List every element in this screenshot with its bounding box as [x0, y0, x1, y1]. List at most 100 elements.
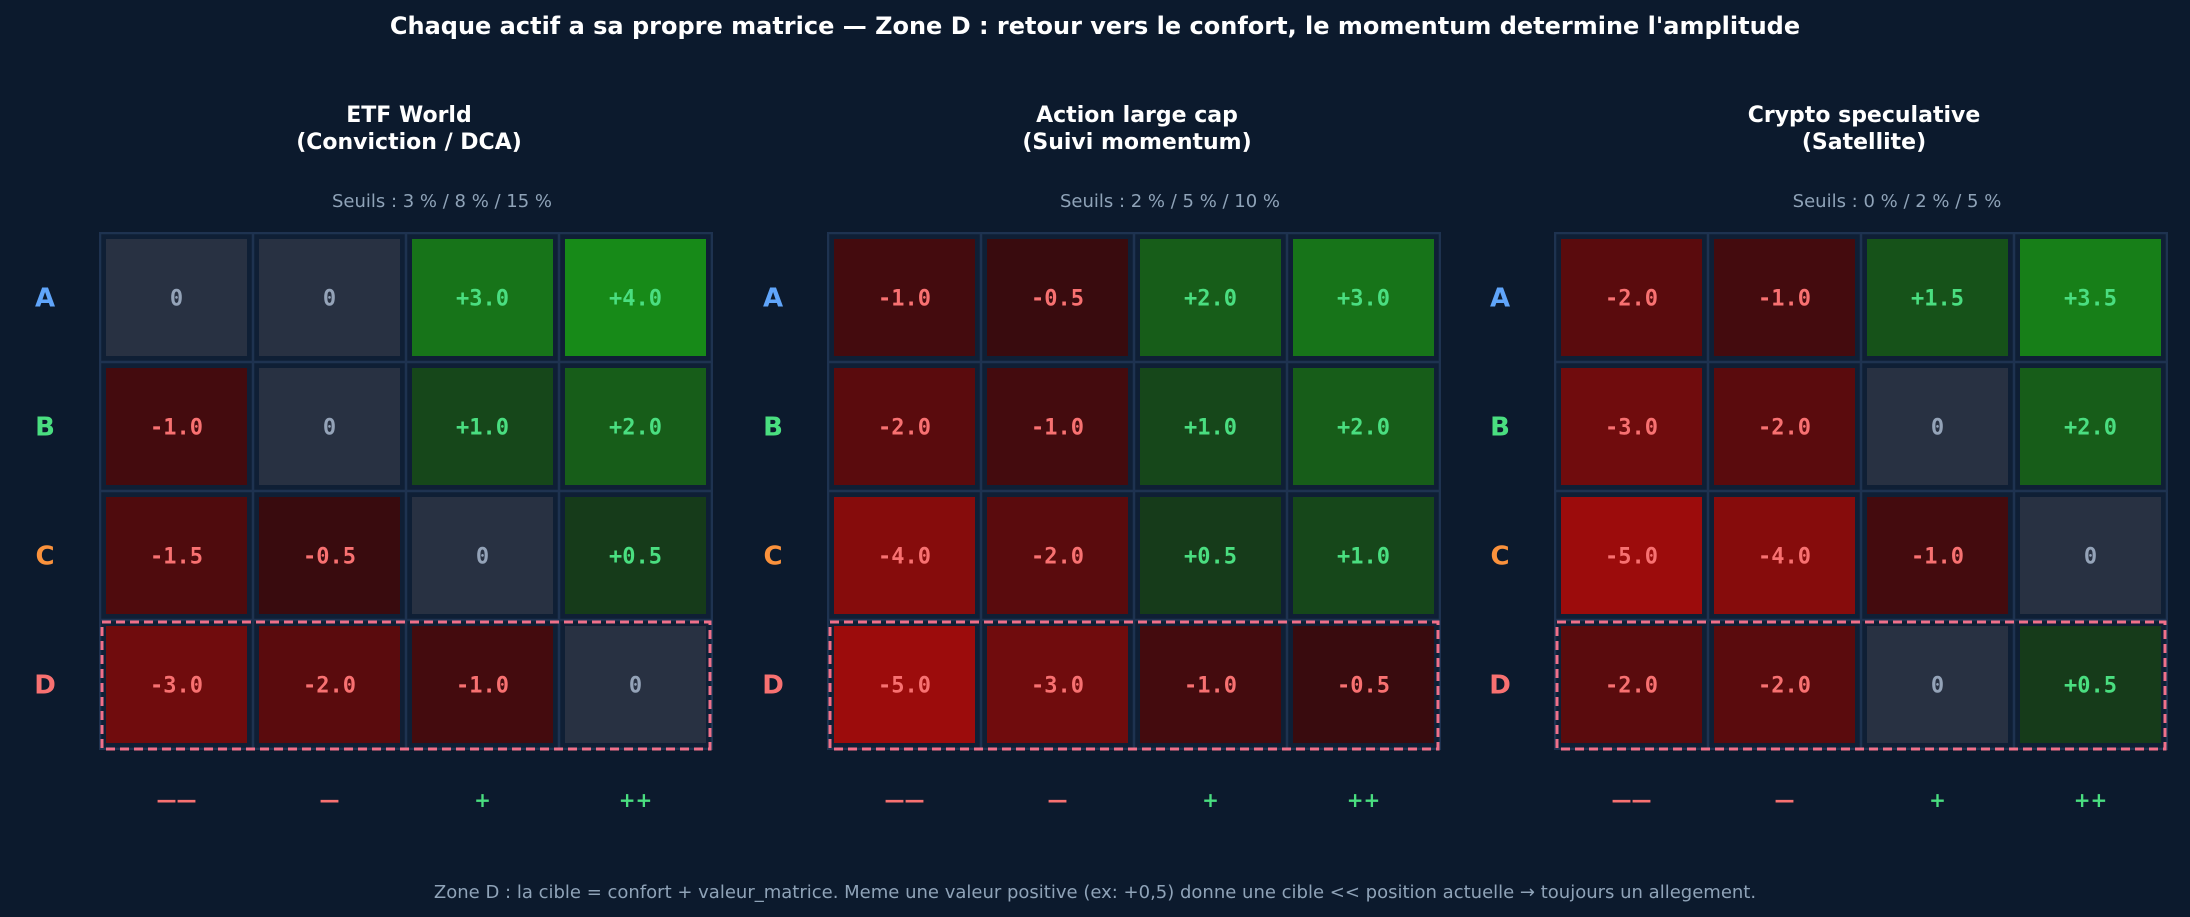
column-label: — — [1775, 788, 1795, 812]
panel-title: Crypto speculative — [1748, 103, 1981, 128]
zone-d-highlight — [100, 620, 712, 751]
cell-value-label: -1.0 — [1031, 416, 1084, 441]
cell-value-label: -2.0 — [303, 674, 356, 699]
cell-value-label: +1.0 — [1184, 416, 1237, 441]
heatmap-cell — [565, 497, 706, 614]
heatmap-cell — [1561, 368, 1702, 485]
cell-border — [99, 490, 254, 621]
heatmap-cell — [259, 497, 400, 614]
heatmap-cell — [1867, 497, 2008, 614]
cell-value-label: -5.0 — [878, 674, 931, 699]
heatmap-cell — [565, 368, 706, 485]
heatmap-cell — [1140, 368, 1281, 485]
cell-value-label: +3.0 — [1337, 287, 1390, 312]
cell-value-label: 0 — [476, 545, 489, 570]
cell-border — [252, 361, 407, 492]
row-label: B — [763, 413, 783, 443]
cell-value-label: +1.5 — [1911, 287, 1964, 312]
cell-value-label: 0 — [323, 416, 336, 441]
heatmap-cell — [834, 497, 975, 614]
row-label: D — [762, 671, 784, 701]
cell-value-label: 0 — [629, 674, 642, 699]
heatmap-cell — [1561, 239, 1702, 356]
cell-border — [2013, 361, 2168, 492]
heatmap-cell — [834, 239, 975, 356]
cell-value-label: 0 — [2084, 545, 2097, 570]
row-label: A — [763, 284, 783, 314]
heatmap-cell — [834, 626, 975, 743]
row-label: B — [35, 413, 55, 443]
cell-value-label: +1.0 — [1337, 545, 1390, 570]
cell-value-label: 0 — [1931, 674, 1944, 699]
cell-value-label: +2.0 — [1337, 416, 1390, 441]
heatmap-cell — [1714, 368, 1855, 485]
cell-border — [1554, 490, 1709, 621]
cell-border — [1133, 232, 1288, 363]
cell-border — [252, 232, 407, 363]
heatmap-panel-3: Crypto speculative(Satellite) Seuils : 0 … — [1489, 103, 2168, 812]
cell-border — [1860, 361, 2015, 492]
cell-border — [252, 490, 407, 621]
heatmap-cell — [412, 239, 553, 356]
panel-thresholds: Seuils : 2 % / 5 % / 10 % — [1060, 191, 1280, 212]
cell-value-label: +0.5 — [2064, 674, 2117, 699]
cell-value-label: -1.0 — [1184, 674, 1237, 699]
cell-border — [1860, 490, 2015, 621]
cell-border — [1707, 361, 1862, 492]
heatmap-cell — [106, 626, 247, 743]
heatmap-cell — [2020, 239, 2161, 356]
heatmap-cell — [412, 497, 553, 614]
heatmap-cell — [2020, 368, 2161, 485]
cell-value-label: -2.0 — [1031, 545, 1084, 570]
heatmap-cell — [987, 368, 1128, 485]
cell-value-label: -3.0 — [150, 674, 203, 699]
row-label: B — [1490, 413, 1510, 443]
heatmap-cell — [1867, 368, 2008, 485]
cell-border — [1286, 232, 1441, 363]
cell-value-label: +2.0 — [1184, 287, 1237, 312]
heatmap-cell — [565, 626, 706, 743]
cell-border — [1133, 490, 1288, 621]
cell-border — [405, 490, 560, 621]
panel-title: Action large cap — [1036, 103, 1238, 128]
heatmap-cell — [1293, 497, 1434, 614]
row-label: A — [35, 284, 55, 314]
heatmap-cell — [1561, 626, 1702, 743]
cell-border — [99, 361, 254, 492]
cell-value-label: 0 — [170, 287, 183, 312]
cell-value-label: -2.0 — [1605, 674, 1658, 699]
heatmap-cell — [1714, 497, 1855, 614]
cell-value-label: +4.0 — [609, 287, 662, 312]
cell-value-label: -0.5 — [1337, 674, 1390, 699]
cell-border — [1133, 361, 1288, 492]
cell-value-label: +1.0 — [456, 416, 509, 441]
heatmap-cell — [106, 497, 247, 614]
heatmap-cell — [1293, 626, 1434, 743]
cell-border — [980, 490, 1135, 621]
heatmap-cell — [834, 368, 975, 485]
heatmap-cell — [2020, 497, 2161, 614]
panel-title: (Conviction / DCA) — [296, 130, 522, 155]
row-label: C — [1490, 542, 1509, 572]
cell-border — [405, 361, 560, 492]
cell-border — [558, 490, 713, 621]
panel-title: (Satellite) — [1802, 130, 1926, 155]
heatmap-cell — [412, 368, 553, 485]
cell-value-label: 0 — [1931, 416, 1944, 441]
cell-value-label: +0.5 — [1184, 545, 1237, 570]
cell-value-label: -3.0 — [1031, 674, 1084, 699]
heatmap-panel-1: ETF World(Conviction / DCA) Seuils : 3 % … — [34, 103, 713, 812]
column-label: —— — [885, 788, 925, 812]
cell-border — [1286, 361, 1441, 492]
cell-value-label: -3.0 — [1605, 416, 1658, 441]
heatmap-cell — [1714, 626, 1855, 743]
cell-value-label: -1.0 — [456, 674, 509, 699]
cell-value-label: -4.0 — [878, 545, 931, 570]
cell-border — [1707, 232, 1862, 363]
heatmap-cell — [987, 626, 1128, 743]
cell-value-label: -1.0 — [150, 416, 203, 441]
heatmap-cell — [1140, 497, 1281, 614]
cell-border — [558, 361, 713, 492]
heatmap-cell — [1293, 239, 1434, 356]
zone-d-highlight — [828, 620, 1440, 751]
